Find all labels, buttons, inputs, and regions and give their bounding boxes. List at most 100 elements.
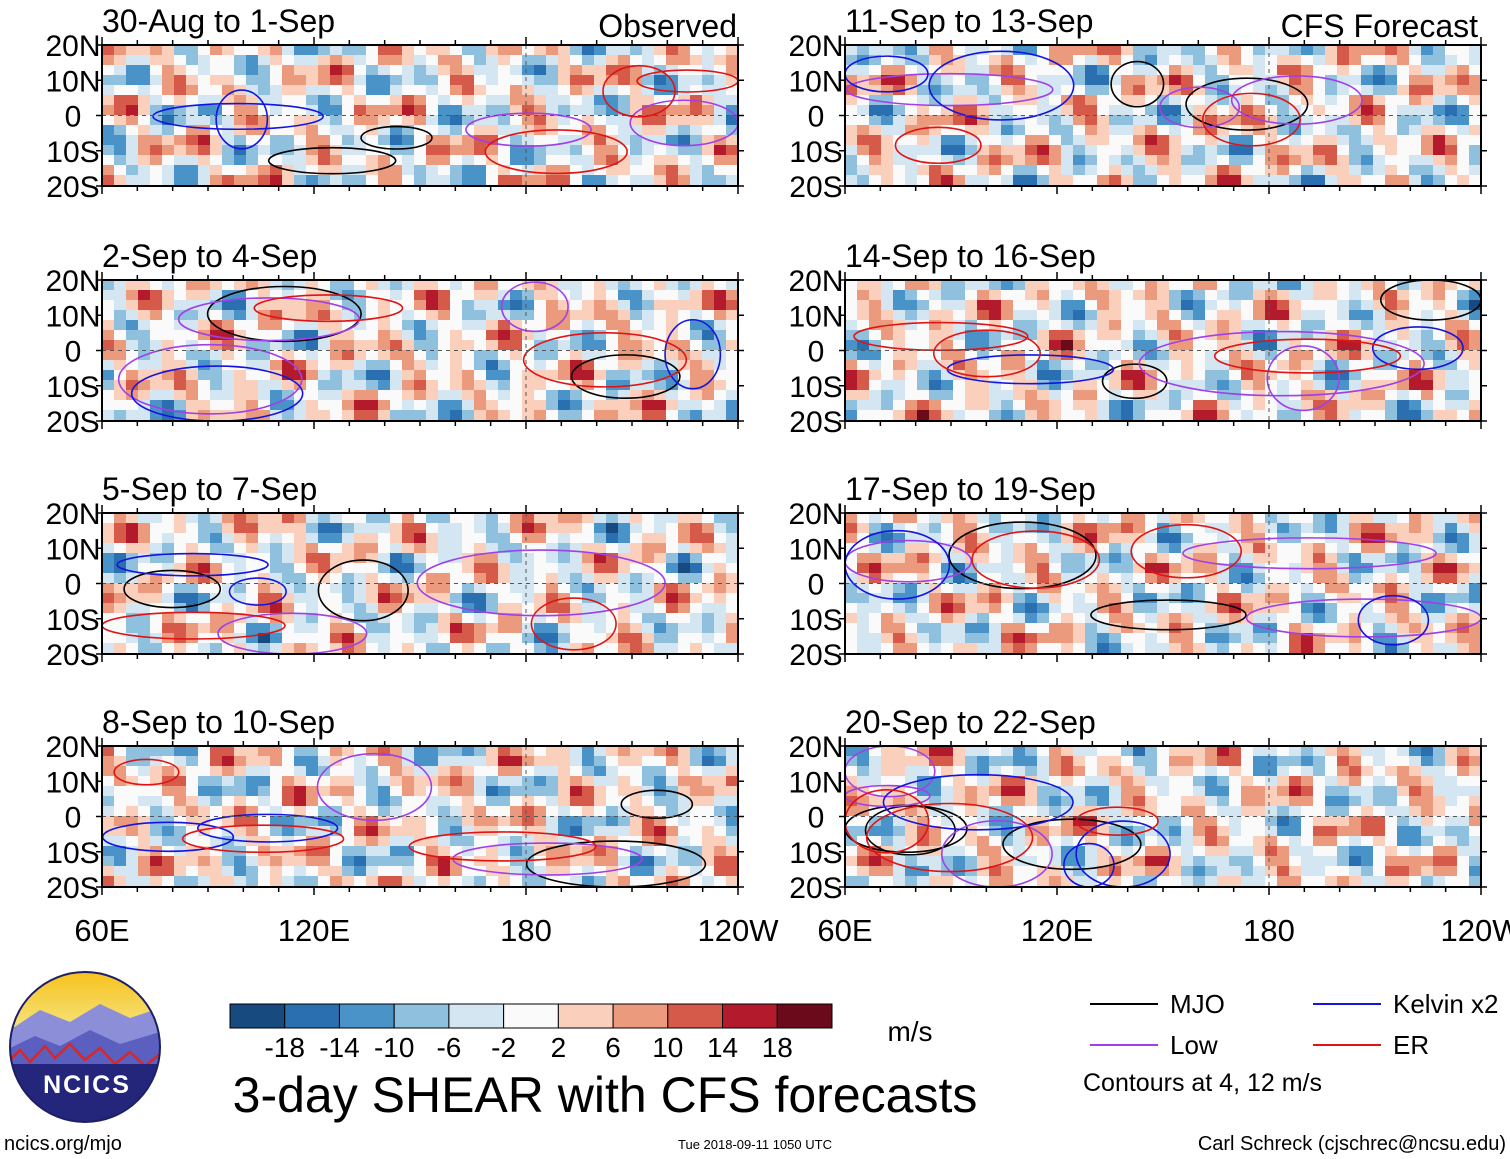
y-tick-label: 0 — [65, 802, 82, 835]
heat-cell — [126, 290, 139, 301]
heat-cell — [953, 380, 966, 391]
heat-cell — [258, 553, 271, 564]
heat-cell — [522, 300, 535, 311]
heat-cell — [1337, 155, 1350, 166]
heat-cell — [941, 45, 954, 56]
heat-cell — [102, 145, 115, 156]
heat-cell — [162, 280, 175, 291]
heat-cell — [318, 310, 331, 321]
heat-cell — [354, 543, 367, 554]
heat-cell — [426, 65, 439, 76]
heat-cell — [1385, 45, 1398, 56]
heat-cell — [1433, 45, 1446, 56]
heat-cell — [546, 513, 559, 524]
heat-cell — [666, 766, 679, 777]
heat-cell — [306, 533, 319, 544]
heat-cell — [1457, 390, 1470, 401]
heat-cell — [498, 816, 511, 827]
heat-cell — [881, 75, 894, 86]
heat-cell — [282, 756, 295, 767]
heat-cell — [582, 756, 595, 767]
heat-cell — [342, 866, 355, 877]
y-tick-label: 10S — [46, 371, 99, 404]
heat-cell — [989, 330, 1002, 341]
heat-cell — [1121, 115, 1134, 126]
heat-cell — [1265, 125, 1278, 136]
heat-cell — [174, 613, 187, 624]
heat-cell — [462, 290, 475, 301]
heat-cell — [426, 836, 439, 847]
heat-cell — [1085, 400, 1098, 411]
heat-cell — [138, 85, 151, 96]
heat-cell — [666, 563, 679, 574]
heat-cell — [186, 876, 199, 887]
heat-cell — [474, 876, 487, 887]
heat-cell — [965, 280, 978, 291]
heat-cell — [1181, 360, 1194, 371]
heat-cell — [654, 55, 667, 66]
heat-cell — [450, 400, 463, 411]
heat-cell — [726, 593, 739, 604]
heat-cell — [1217, 380, 1230, 391]
heat-cell — [714, 290, 727, 301]
heat-cell — [162, 806, 175, 817]
heat-cell — [162, 613, 175, 624]
heat-cell — [1421, 95, 1434, 106]
heat-cell — [1205, 75, 1218, 86]
heat-cell — [426, 806, 439, 817]
heat-cell — [1109, 340, 1122, 351]
heat-cell — [857, 135, 870, 146]
heat-cell — [522, 796, 535, 807]
heat-cell — [126, 583, 139, 594]
heat-cell — [594, 806, 607, 817]
heat-cell — [881, 400, 894, 411]
heat-cell — [294, 816, 307, 827]
heat-cell — [630, 806, 643, 817]
heat-cell — [1277, 75, 1290, 86]
heat-cell — [893, 155, 906, 166]
heat-cell — [246, 75, 259, 86]
heat-cell — [594, 633, 607, 644]
heat-cell — [114, 766, 127, 777]
heat-cell — [306, 746, 319, 757]
heat-cell — [138, 796, 151, 807]
heat-cell — [450, 796, 463, 807]
heat-cell — [210, 350, 223, 361]
heat-cell — [570, 786, 583, 797]
heat-cell — [618, 746, 631, 757]
heat-cell — [222, 155, 235, 166]
heat-cell — [114, 603, 127, 614]
heat-cell — [558, 816, 571, 827]
heat-cell — [1445, 85, 1458, 96]
heat-cell — [474, 360, 487, 371]
heat-cell — [714, 836, 727, 847]
heat-cell — [1385, 65, 1398, 76]
heat-cell — [1181, 45, 1194, 56]
heat-cell — [1133, 125, 1146, 136]
heat-cell — [1001, 310, 1014, 321]
heat-cell — [354, 643, 367, 654]
heat-cell — [354, 866, 367, 877]
heat-cell — [354, 115, 367, 126]
heat-cell — [1073, 115, 1086, 126]
heat-cell — [150, 340, 163, 351]
heat-cell — [1085, 300, 1098, 311]
heat-cell — [222, 360, 235, 371]
heat-cell — [270, 135, 283, 146]
heat-cell — [342, 85, 355, 96]
heat-cell — [929, 115, 942, 126]
heat-cell — [726, 340, 739, 351]
heat-cell — [414, 145, 427, 156]
heat-cell — [390, 836, 403, 847]
heat-cell — [678, 816, 691, 827]
heat-cell — [402, 816, 415, 827]
heat-cell — [1325, 320, 1338, 331]
heat-cell — [1109, 320, 1122, 331]
heat-cell — [594, 866, 607, 877]
heat-cell — [270, 340, 283, 351]
heat-cell — [1409, 55, 1422, 66]
heat-cell — [1457, 330, 1470, 341]
heat-cell — [438, 866, 451, 877]
heat-cell — [917, 175, 930, 186]
heat-cell — [354, 816, 367, 827]
